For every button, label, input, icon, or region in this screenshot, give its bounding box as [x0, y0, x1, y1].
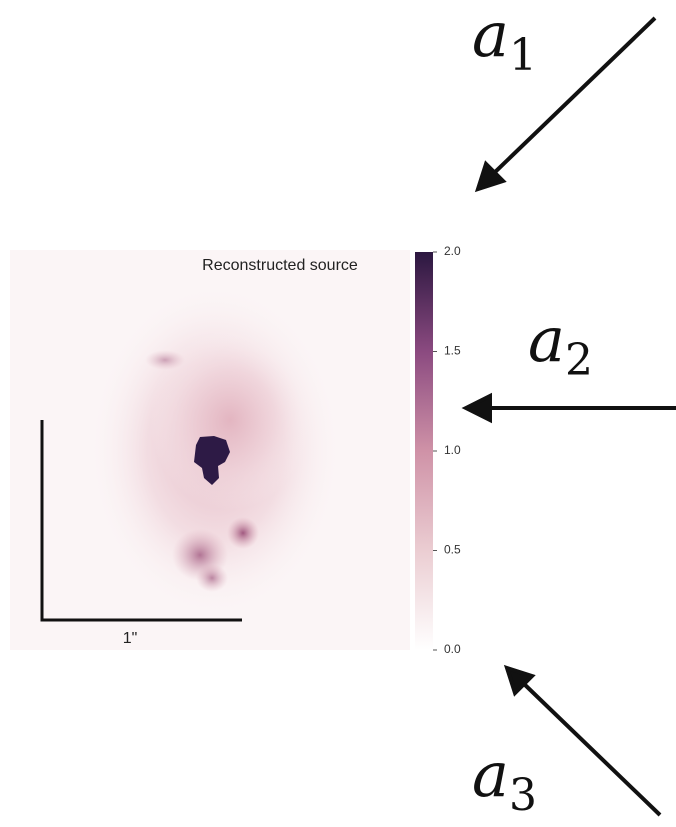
source-knot — [227, 517, 259, 549]
source-knot — [196, 564, 228, 592]
arrow-head — [503, 664, 536, 697]
colorbar-tick-label: 0.0 — [444, 642, 461, 656]
colorbar-ticks: 0.0 0.5 1.0 1.5 2.0 — [433, 244, 461, 656]
source-knot — [145, 350, 185, 370]
panel-title: Reconstructed source — [202, 257, 358, 274]
subscript: 1 — [509, 30, 537, 81]
symbol: a — [472, 738, 509, 811]
arrow-label: a3 — [472, 738, 537, 820]
arrow — [490, 16, 657, 177]
source-halo — [150, 330, 310, 510]
arrow-label: a1 — [472, 0, 537, 81]
colorbar-tick-label: 1.0 — [444, 443, 461, 457]
arrow-head — [474, 160, 507, 193]
symbol: a — [472, 0, 509, 71]
source-core — [194, 436, 230, 485]
arrow-label: a2 — [528, 303, 593, 385]
symbol: a — [528, 303, 565, 376]
colorbar-tick-label: 2.0 — [444, 244, 461, 258]
arrow-head — [461, 392, 492, 424]
scale-bar — [40, 420, 242, 622]
scale-bar-label: 1" — [123, 630, 138, 647]
arrow — [520, 680, 662, 817]
subscript: 3 — [509, 770, 537, 821]
colorbar-tick-label: 1.5 — [444, 344, 461, 358]
colorbar-tick-label: 0.5 — [444, 543, 461, 557]
colorbar — [415, 252, 433, 650]
subscript: 2 — [565, 335, 593, 386]
